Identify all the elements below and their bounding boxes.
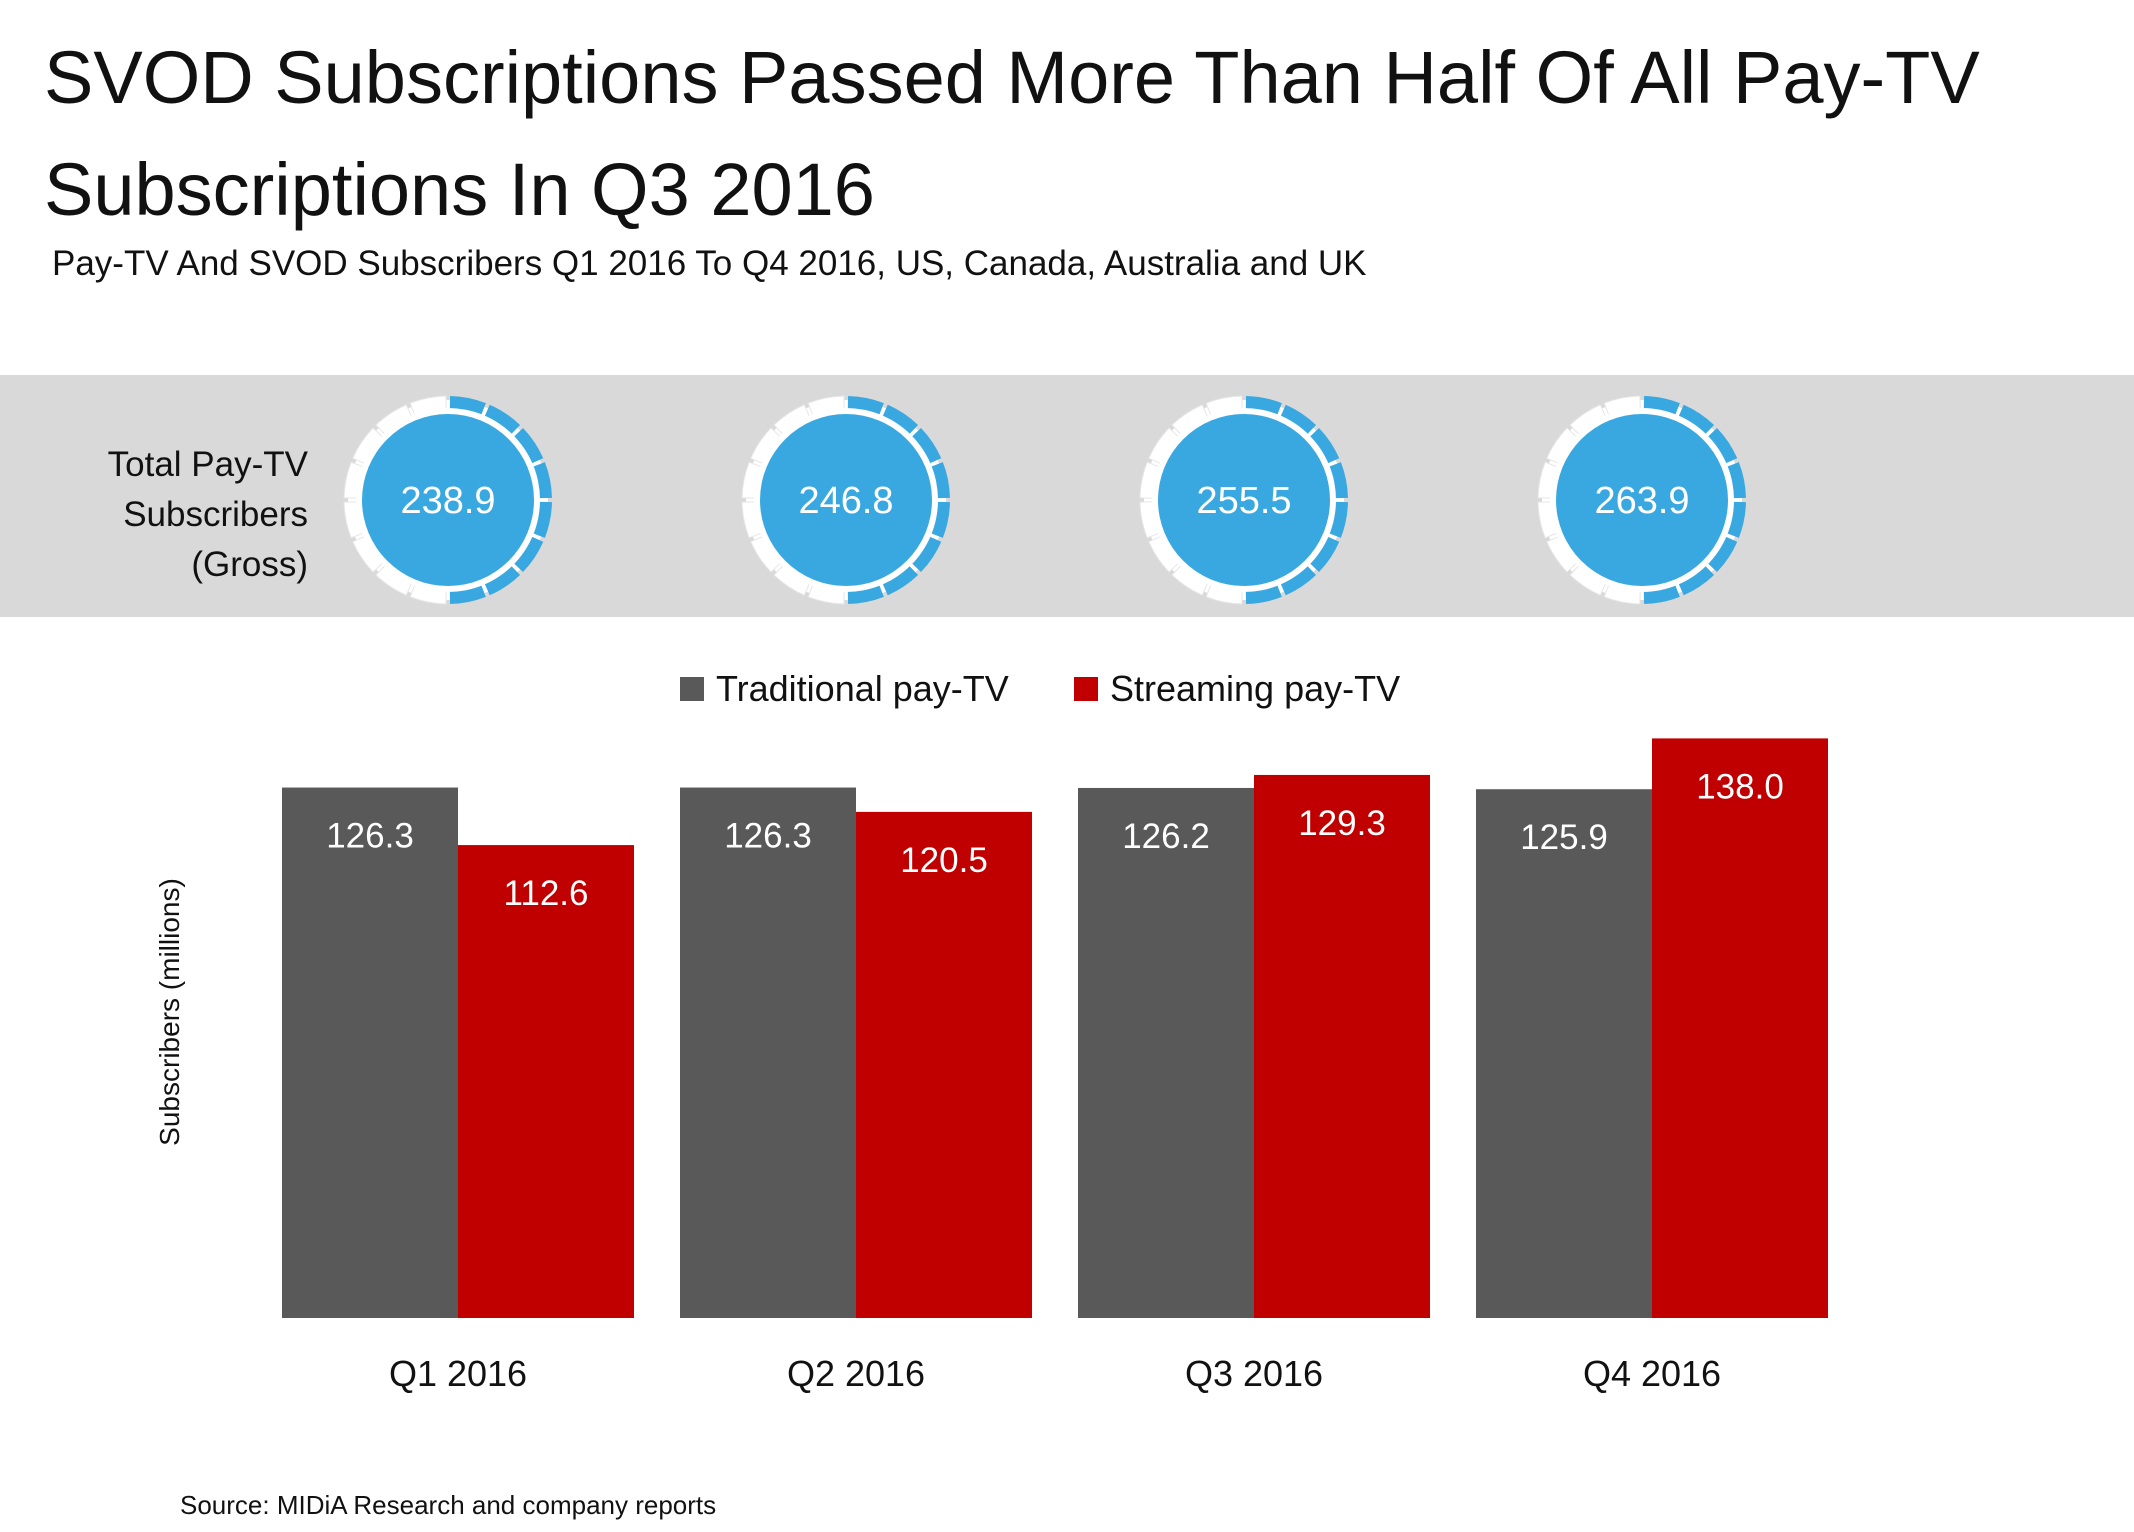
x-tick-label-4: Q4 2016 xyxy=(1583,1353,1721,1394)
data-label-streaming-1: 112.6 xyxy=(504,874,589,913)
bar-streaming-3 xyxy=(1254,774,1430,1318)
data-label-traditional-1: 126.3 xyxy=(326,817,414,856)
bar-traditional-2 xyxy=(680,787,856,1318)
total-value-3: 255.5 xyxy=(1196,480,1291,522)
legend-label-traditional: Traditional pay-TV xyxy=(716,668,1009,709)
bar-traditional-1 xyxy=(282,787,458,1318)
total-value-2: 246.8 xyxy=(798,480,893,522)
legend-item-traditional: Traditional pay-TV xyxy=(680,668,1009,710)
data-label-traditional-2: 126.3 xyxy=(724,817,812,856)
data-label-traditional-3: 126.2 xyxy=(1122,817,1210,856)
source-note: Source: MIDiA Research and company repor… xyxy=(180,1490,717,1520)
total-donut-4: 263.9 xyxy=(1537,395,1746,605)
legend-swatch-streaming xyxy=(1074,677,1098,701)
x-tick-label-1: Q1 2016 xyxy=(389,1353,527,1394)
total-donut-1: 238.9 xyxy=(343,395,552,605)
total-value-4: 263.9 xyxy=(1594,480,1689,522)
legend-swatch-traditional xyxy=(680,677,704,701)
data-label-traditional-4: 125.9 xyxy=(1520,818,1608,857)
x-tick-label-3: Q3 2016 xyxy=(1185,1353,1323,1394)
totals-band-label: Total Pay-TV Subscribers (Gross) xyxy=(108,440,308,590)
legend-label-streaming: Streaming pay-TV xyxy=(1110,668,1401,709)
chart-title: SVOD Subscriptions Passed More Than Half… xyxy=(44,36,1980,231)
data-label-streaming-2: 120.5 xyxy=(900,841,988,880)
bar-streaming-1 xyxy=(458,845,634,1318)
data-label-streaming-3: 129.3 xyxy=(1298,804,1386,843)
x-tick-label-2: Q2 2016 xyxy=(787,1353,925,1394)
chart-subtitle: Pay-TV And SVOD Subscribers Q1 2016 To Q… xyxy=(52,244,1367,283)
data-label-streaming-4: 138.0 xyxy=(1696,767,1784,806)
totals-donuts: 238.9 246.8 255.5 263.9 xyxy=(343,395,1746,605)
legend-item-streaming: Streaming pay-TV xyxy=(1074,668,1400,710)
total-value-1: 238.9 xyxy=(400,480,495,522)
total-donut-2: 246.8 xyxy=(741,395,950,605)
total-donut-3: 255.5 xyxy=(1139,395,1348,605)
bar-streaming-4 xyxy=(1652,738,1828,1318)
bar-traditional-4 xyxy=(1476,789,1652,1318)
bar-streaming-2 xyxy=(856,811,1032,1318)
bar-traditional-3 xyxy=(1078,787,1254,1318)
totals-band-label-line-3: (Gross) xyxy=(191,545,308,584)
totals-band-label-line-1: Total Pay-TV xyxy=(107,445,308,484)
totals-band-label-line-2: Subscribers xyxy=(123,495,308,534)
